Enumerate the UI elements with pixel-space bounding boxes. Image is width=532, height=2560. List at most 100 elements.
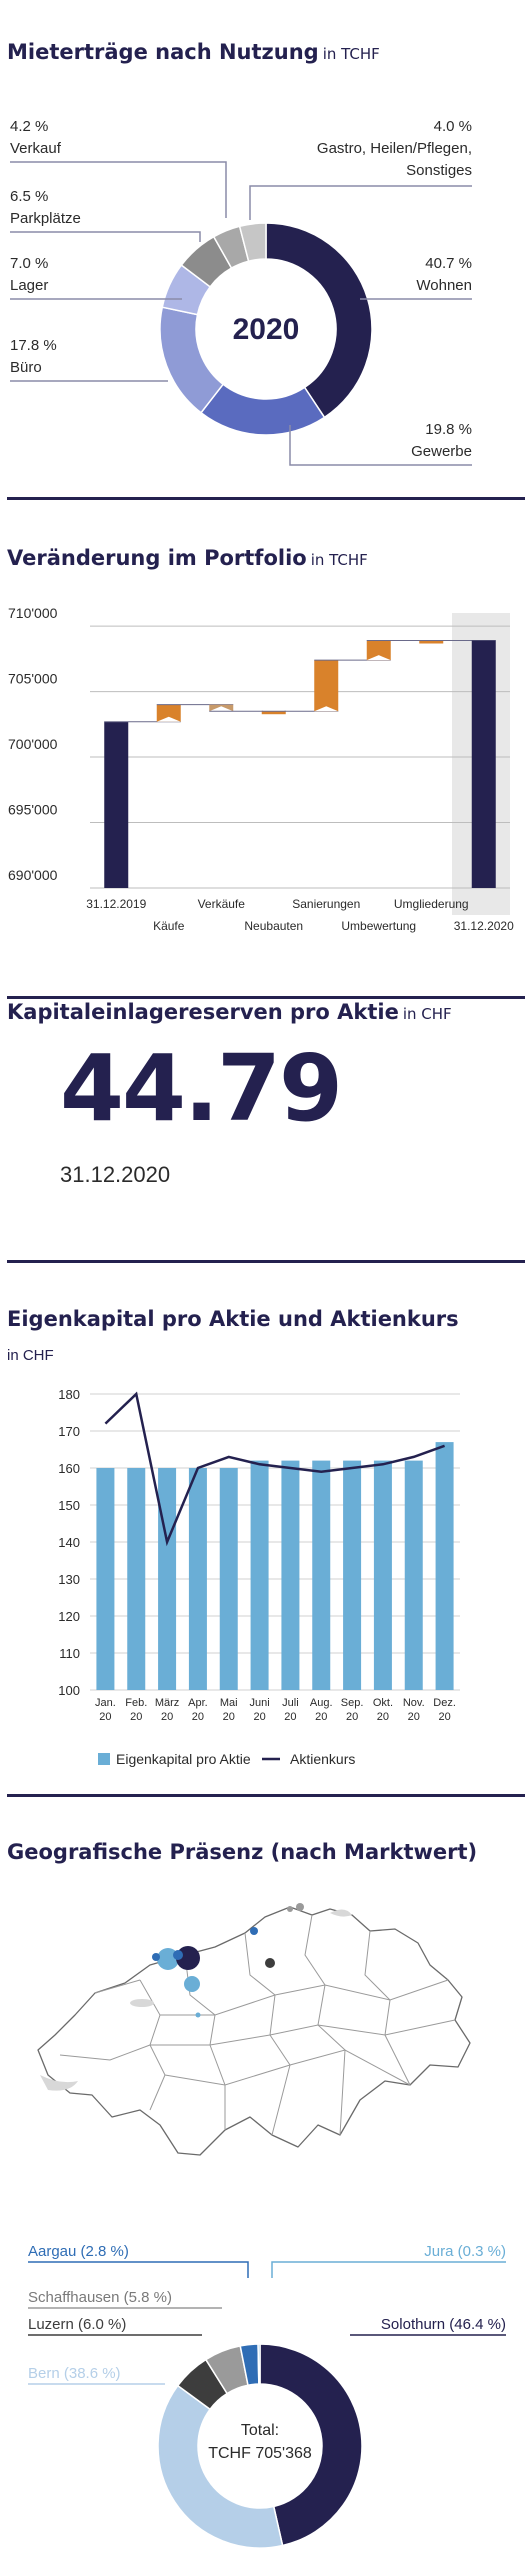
- waterfall-gridlines: 690'000 695'000 700'000 705'000 710'000: [8, 605, 510, 889]
- eq-y-tick-160: 160: [58, 1461, 80, 1476]
- eq-bar-3: [188, 1468, 207, 1690]
- eq-x-label-month-6: Juli: [282, 1697, 299, 1709]
- eq-x-label-year-0: 20: [99, 1711, 111, 1723]
- label-buero-name: Büro: [10, 359, 42, 376]
- rental-slice-gewerbe: [199, 383, 326, 436]
- wf-x-label-umbewertung: Umbewertung: [341, 919, 416, 933]
- equity-x-labels: Jan. 20 Feb. 20 März 20 Apr. 20 Mai 20 Juni 20 Juli 2…: [95, 1697, 456, 1723]
- leader-line-parkplaetze: [10, 231, 201, 242]
- label-solothurn: Solothurn (46.4 %): [381, 2316, 506, 2333]
- rental-slice-wohnen: [265, 222, 373, 419]
- eq-x-label-year-5: 20: [253, 1711, 265, 1723]
- geo-slices: [157, 2343, 363, 2549]
- eq-y-tick-100: 100: [58, 1683, 80, 1698]
- eq-x-label-year-3: 20: [192, 1711, 204, 1723]
- section-divider-4: [7, 1794, 525, 1797]
- portfolio-change-title: Veränderung im Portfolio in TCHF: [7, 546, 368, 570]
- waterfall-x-labels: 31.12.2019 Käufe Verkäufe Neubauten Sanierun…: [86, 897, 514, 933]
- wf-x-label-31-12-2019: 31.12.2019: [86, 897, 146, 911]
- eq-x-label-month-4: Mai: [220, 1697, 238, 1709]
- label-gastro-name: Gastro, Heilen/Pflegen,: [317, 140, 472, 157]
- lake-neuchatel: [130, 1999, 154, 2007]
- leader-line-gastro: [249, 185, 472, 220]
- eq-y-tick-150: 150: [58, 1498, 80, 1513]
- rental-income-donut-chart: 2020 4.2 % Verkauf 6.5 % Parkplätze 7.0 …: [10, 118, 472, 466]
- wf-bar-notch-umbewertung: [366, 655, 391, 661]
- wf-x-label-31-12-2020: 31.12.2020: [454, 919, 514, 933]
- eq-x-label-year-1: 20: [130, 1711, 142, 1723]
- label-buero-pct: 17.8 %: [10, 337, 57, 354]
- legend-swatch-equity: [98, 1753, 110, 1765]
- eq-bar-1: [127, 1468, 146, 1690]
- rental-income-unit: in TCHF: [322, 45, 380, 63]
- waterfall-bars: [104, 635, 496, 888]
- eq-x-label-year-9: 20: [377, 1711, 389, 1723]
- eq-x-label-year-10: 20: [408, 1711, 420, 1723]
- lake-geneva: [40, 2075, 78, 2091]
- eq-x-label-month-1: Feb.: [125, 1697, 147, 1709]
- leader-line-verkauf: [10, 161, 227, 218]
- dot-location-4: [184, 1976, 200, 1992]
- equity-legend: Eigenkapital pro Aktie Aktienkurs: [98, 1751, 355, 1767]
- dot-location-7: [265, 1958, 275, 1968]
- wf-bar-31-12-2020: [471, 640, 496, 888]
- eq-x-label-year-7: 20: [315, 1711, 327, 1723]
- label-aargau: Aargau (2.8 %): [28, 2243, 129, 2260]
- legend-label-equity: Eigenkapital pro Aktie: [116, 1751, 251, 1767]
- eq-x-label-month-8: Sep.: [341, 1697, 364, 1709]
- eq-bar-11: [435, 1442, 454, 1690]
- geo-title: Geografische Präsenz (nach Marktwert): [7, 1840, 478, 1864]
- wf-y-tick-4: 710'000: [8, 605, 58, 621]
- equity-title: Eigenkapital pro Aktie und Aktienkurs: [7, 1307, 459, 1331]
- rental-slice-gastro-heilen-pflegen-sonstiges: [238, 222, 267, 263]
- section-divider-2: [7, 996, 525, 999]
- eq-bar-8: [343, 1460, 362, 1690]
- wf-y-tick-1: 695'000: [8, 802, 58, 818]
- eq-x-label-month-5: Juni: [249, 1697, 269, 1709]
- geo-total-label: Total:: [241, 2422, 279, 2439]
- wf-x-label-verk-ufe: Verkäufe: [198, 897, 246, 911]
- wf-bar-notch-sanierungen: [314, 706, 339, 712]
- location-dots: [152, 1903, 304, 2018]
- equity-combo-chart: 100 110 120 130 140 150 160 170 180 Jan. 20 Feb. 20…: [58, 1387, 460, 1767]
- wf-bar-umgliederung: [419, 640, 444, 644]
- label-wohnen-pct: 40.7 %: [425, 255, 472, 272]
- eq-bar-6: [281, 1460, 300, 1690]
- eq-bar-5: [250, 1460, 269, 1690]
- label-schaffhausen: Schaffhausen (5.8 %): [28, 2289, 172, 2306]
- equity-gridlines: 100 110 120 130 140 150 160 170 180: [58, 1387, 460, 1698]
- wf-bar-umbewertung: [366, 640, 391, 661]
- dot-location-6: [250, 1927, 258, 1935]
- label-gastro-pct: 4.0 %: [434, 118, 472, 135]
- switzerland-map: [37, 1903, 471, 2156]
- label-lager-pct: 7.0 %: [10, 255, 48, 272]
- eq-x-label-month-7: Aug.: [310, 1697, 333, 1709]
- wf-x-label-sanierungen: Sanierungen: [292, 897, 360, 911]
- leader-aargau: [28, 2261, 249, 2278]
- rental-income-title: Mieterträge nach Nutzung in TCHF: [7, 40, 380, 64]
- eq-bar-7: [312, 1460, 331, 1690]
- equity-bars: [96, 1442, 454, 1690]
- eq-x-label-year-11: 20: [438, 1711, 450, 1723]
- dot-location-10: [195, 2012, 201, 2018]
- section-divider-1: [7, 497, 525, 500]
- eq-x-label-month-0: Jan.: [95, 1697, 116, 1709]
- label-gewerbe-name: Gewerbe: [411, 443, 472, 460]
- eq-x-label-month-2: März: [155, 1697, 179, 1709]
- portfolio-change-title-text: Veränderung im Portfolio: [7, 546, 307, 570]
- legend-label-price: Aktienkurs: [290, 1751, 355, 1767]
- eq-x-label-year-6: 20: [284, 1711, 296, 1723]
- share-price-polyline: [104, 1391, 446, 1547]
- geo-slice-bern: [157, 2384, 284, 2549]
- eq-x-label-year-2: 20: [161, 1711, 173, 1723]
- wf-y-tick-3: 705'000: [8, 671, 58, 687]
- capital-reserves-unit: in CHF: [402, 1005, 452, 1023]
- rental-income-title-text: Mieterträge nach Nutzung: [7, 40, 319, 64]
- capital-reserves-value: 44.79: [60, 1035, 343, 1142]
- label-wohnen-name: Wohnen: [416, 277, 472, 294]
- label-bern: Bern (38.6 %): [28, 2365, 121, 2382]
- lake-constance: [330, 1909, 352, 1917]
- capital-reserves-date: 31.12.2020: [60, 1162, 171, 1187]
- capital-reserves-title: Kapitaleinlagereserven pro Aktie in CHF: [7, 1000, 452, 1024]
- wf-y-tick-2: 700'000: [8, 736, 58, 752]
